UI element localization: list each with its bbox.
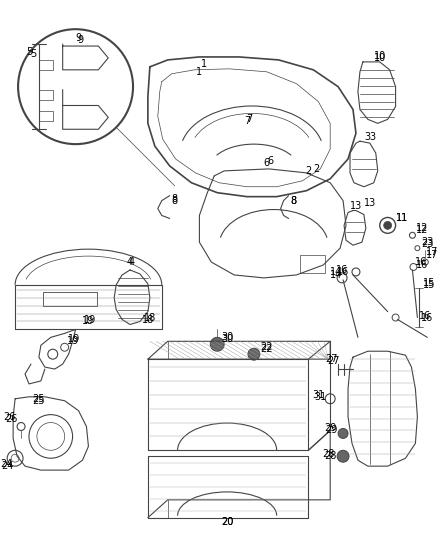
Text: 27: 27 (325, 354, 337, 364)
Text: 8: 8 (290, 196, 297, 206)
Text: 3: 3 (365, 132, 371, 142)
Text: 20: 20 (221, 516, 233, 527)
Text: 10: 10 (374, 53, 386, 63)
Text: 12: 12 (416, 223, 428, 233)
Text: 16: 16 (337, 267, 349, 277)
Text: 15: 15 (423, 280, 435, 290)
Text: 2: 2 (305, 166, 311, 176)
Text: 10: 10 (374, 51, 386, 61)
Circle shape (337, 450, 349, 462)
Text: 24: 24 (0, 459, 12, 469)
Text: 8: 8 (172, 196, 178, 206)
Text: 14: 14 (330, 267, 342, 277)
Text: 19: 19 (67, 336, 79, 346)
Bar (300, 255, 325, 273)
Text: 5: 5 (30, 49, 36, 59)
Text: 6: 6 (268, 156, 274, 166)
Text: 24: 24 (1, 461, 14, 471)
Text: 31: 31 (314, 392, 326, 402)
Text: 15: 15 (423, 278, 435, 288)
Text: 17: 17 (426, 250, 438, 260)
Text: 18: 18 (144, 312, 156, 322)
Circle shape (248, 348, 260, 360)
Text: 31: 31 (312, 390, 325, 400)
Text: 8: 8 (290, 196, 297, 206)
Text: 12: 12 (416, 225, 428, 236)
Text: 16: 16 (421, 312, 434, 322)
Text: 16: 16 (419, 311, 431, 320)
Text: 9: 9 (78, 35, 84, 45)
Text: 16: 16 (336, 265, 348, 275)
Text: 9: 9 (75, 33, 81, 43)
Text: 17: 17 (426, 247, 438, 257)
Text: 11: 11 (396, 213, 409, 223)
Text: 27: 27 (327, 356, 339, 366)
Circle shape (210, 337, 224, 351)
Text: 2: 2 (313, 164, 319, 174)
Text: 7: 7 (244, 116, 250, 126)
Text: 26: 26 (3, 411, 15, 422)
Text: 16: 16 (416, 260, 428, 270)
Text: 4: 4 (129, 257, 135, 267)
Text: 3: 3 (370, 132, 376, 142)
Text: 29: 29 (325, 425, 337, 435)
Text: 18: 18 (142, 314, 154, 325)
Text: 25: 25 (33, 394, 45, 404)
Text: 7: 7 (246, 115, 252, 124)
Text: 23: 23 (421, 237, 434, 247)
Text: 6: 6 (264, 158, 270, 168)
Text: 8: 8 (172, 193, 178, 204)
Text: 11: 11 (396, 213, 409, 223)
Text: 14: 14 (330, 270, 342, 280)
Text: 19: 19 (82, 317, 95, 327)
Text: 1: 1 (196, 67, 202, 77)
Text: 22: 22 (261, 344, 273, 354)
Text: 16: 16 (415, 257, 427, 267)
Text: 20: 20 (221, 516, 233, 527)
Text: 23: 23 (421, 239, 434, 249)
Text: 26: 26 (5, 414, 18, 424)
Text: 25: 25 (33, 396, 45, 406)
Text: 1: 1 (201, 59, 208, 69)
Bar (43, 292, 97, 305)
Text: 30: 30 (221, 334, 233, 344)
Text: 22: 22 (261, 342, 273, 352)
Text: 29: 29 (324, 424, 336, 433)
Text: 13: 13 (350, 200, 362, 211)
Text: 19: 19 (68, 334, 81, 344)
Circle shape (338, 429, 348, 439)
Text: 30: 30 (221, 333, 233, 342)
Text: 19: 19 (84, 314, 96, 325)
Circle shape (384, 221, 392, 229)
Text: 28: 28 (324, 451, 336, 461)
Text: 28: 28 (322, 449, 334, 459)
Text: 4: 4 (127, 257, 133, 267)
Text: 5: 5 (26, 47, 32, 57)
Text: 13: 13 (364, 198, 376, 207)
